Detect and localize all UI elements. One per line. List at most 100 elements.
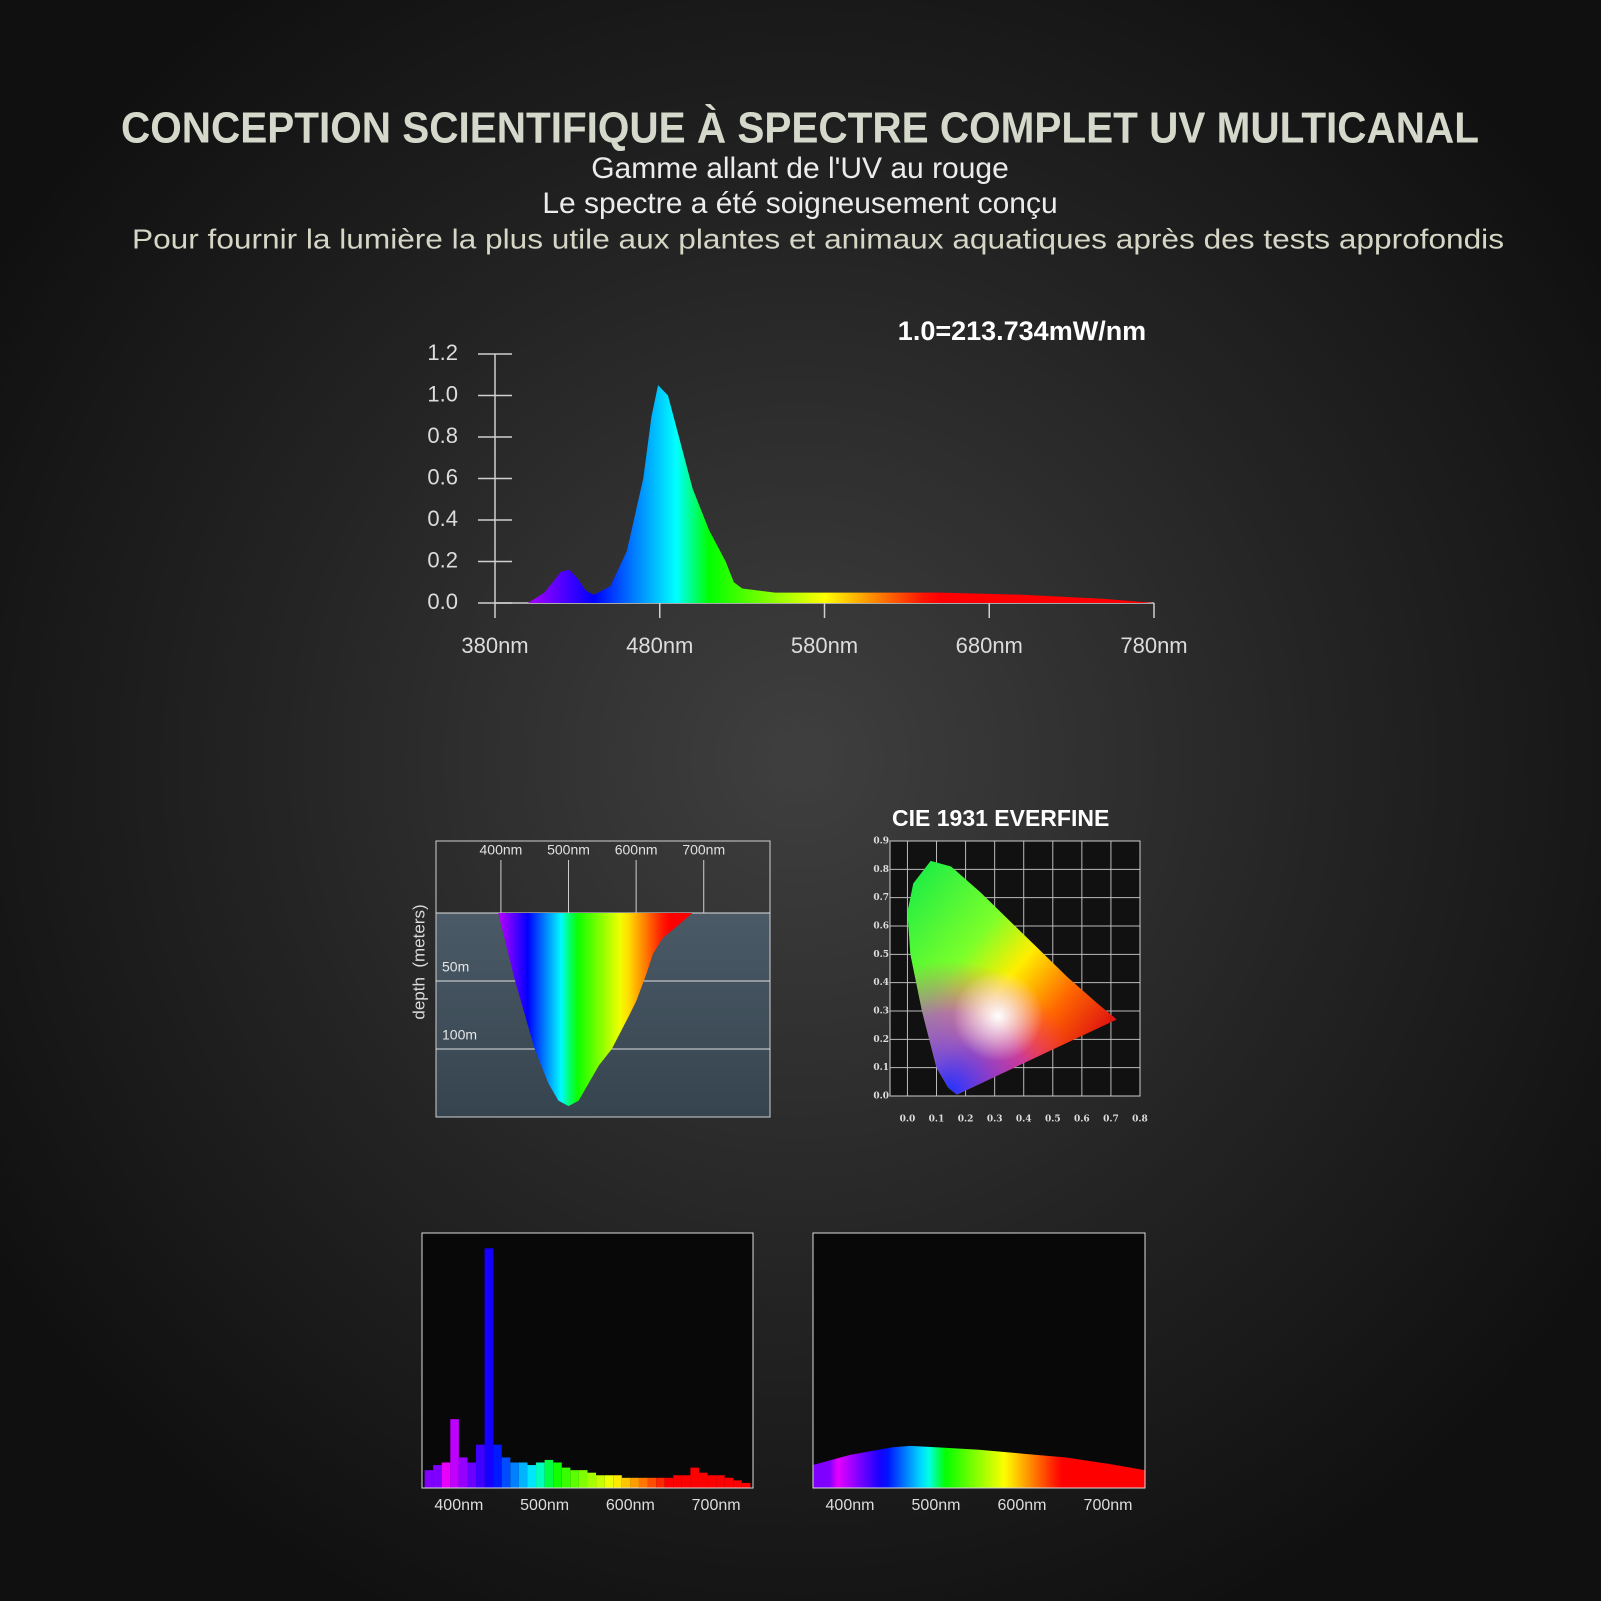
bar	[484, 1248, 494, 1488]
x-tick-label: 0.1	[929, 1115, 945, 1125]
y-tick-label: 0.3	[873, 1007, 889, 1017]
x-tick-label: 600nm	[998, 1497, 1047, 1514]
x-tick-label: 600nm	[606, 1497, 655, 1514]
bar	[450, 1419, 459, 1488]
bar	[587, 1472, 597, 1488]
y-tick-label: 0.1	[873, 1063, 889, 1073]
bar	[690, 1467, 699, 1488]
bar	[681, 1475, 691, 1488]
y-tick-label: 0.6	[427, 464, 458, 489]
bar	[441, 1462, 451, 1488]
y-tick-label: 0.7	[873, 893, 889, 903]
subtitle: Gamme allant de l'UV au rouge	[591, 152, 1009, 185]
bar	[433, 1465, 442, 1488]
x-tick-label: 600nm	[615, 842, 658, 858]
chart-frame	[812, 1232, 1146, 1489]
bar	[476, 1444, 485, 1488]
bar	[673, 1475, 682, 1488]
chart-title: CIE 1931 EVERFINE	[892, 805, 1109, 831]
y-tick-label: 0.0	[873, 1092, 889, 1102]
y-axis-label: depth (meters)	[409, 904, 428, 1019]
x-tick-label: 480nm	[626, 633, 693, 658]
bar	[733, 1480, 742, 1488]
x-tick-label: 680nm	[956, 633, 1023, 658]
y-tick-label: 0.2	[427, 547, 458, 572]
x-tick-label: 0.3	[987, 1115, 1003, 1125]
area	[813, 1445, 1145, 1488]
y-tick-label: 0.8	[873, 865, 889, 875]
subtitle: Le spectre a été soigneusement conçu	[542, 187, 1057, 220]
bar	[604, 1475, 614, 1488]
subtitle: Pour fournir la lumière la plus utile au…	[132, 223, 1504, 254]
bar	[716, 1475, 725, 1488]
bar	[467, 1462, 477, 1488]
bar	[613, 1475, 622, 1488]
y-tick-label: 0.8	[427, 423, 458, 448]
x-tick-label: 500nm	[520, 1497, 569, 1514]
bar	[458, 1457, 468, 1488]
x-tick-label: 0.7	[1103, 1115, 1119, 1125]
bar	[578, 1470, 588, 1488]
y-tick-label: 50m	[442, 959, 469, 975]
chart-background	[422, 1233, 753, 1488]
bar	[510, 1462, 519, 1488]
bar	[638, 1477, 648, 1488]
bar	[664, 1477, 674, 1488]
y-tick-label: 0.0	[427, 589, 458, 614]
area	[527, 385, 1154, 603]
bar	[501, 1457, 511, 1488]
area	[498, 913, 693, 1107]
bar	[518, 1462, 528, 1488]
y-tick-label: 0.2	[873, 1035, 889, 1045]
chart-background	[813, 1233, 1145, 1488]
annotation: 1.0=213.734mW/nm	[898, 316, 1146, 346]
bar	[424, 1470, 434, 1488]
y-tick-label: 0.9	[873, 837, 889, 847]
bar	[570, 1470, 579, 1488]
x-tick-label: 580nm	[791, 633, 858, 658]
y-tick-label: 0.6	[873, 922, 889, 932]
bar	[707, 1475, 717, 1488]
bar	[656, 1477, 665, 1488]
bar	[630, 1477, 639, 1488]
chart-frame	[435, 840, 771, 1118]
bar	[553, 1462, 562, 1488]
y-tick-label: 100m	[442, 1027, 477, 1043]
x-tick-label: 780nm	[1120, 633, 1187, 658]
y-tick-label: 0.4	[873, 978, 889, 988]
x-tick-label: 0.5	[1045, 1115, 1061, 1125]
x-tick-label: 700nm	[692, 1497, 741, 1514]
x-tick-label: 0.0	[900, 1115, 916, 1125]
bar	[527, 1465, 537, 1488]
chart-frame	[421, 1232, 754, 1489]
bar	[724, 1477, 734, 1488]
bar	[596, 1475, 605, 1488]
bar	[536, 1462, 545, 1488]
y-tick-label: 1.0	[427, 381, 458, 406]
y-tick-label: 0.5	[873, 950, 889, 960]
x-tick-label: 400nm	[480, 842, 523, 858]
chart-frame	[889, 840, 1141, 1097]
page-title: CONCEPTION SCIENTIFIQUE À SPECTRE COMPLE…	[121, 103, 1479, 153]
bar	[561, 1467, 571, 1488]
bar	[698, 1472, 708, 1488]
x-tick-label: 0.6	[1074, 1115, 1090, 1125]
x-tick-label: 700nm	[682, 842, 725, 858]
bar	[544, 1459, 554, 1488]
bar	[741, 1482, 751, 1488]
x-tick-label: 400nm	[434, 1497, 483, 1514]
x-tick-label: 400nm	[826, 1497, 875, 1514]
x-tick-label: 0.4	[1016, 1115, 1032, 1125]
x-tick-label: 500nm	[912, 1497, 961, 1514]
x-tick-label: 380nm	[461, 633, 528, 658]
x-tick-label: 500nm	[547, 842, 590, 858]
y-tick-label: 0.4	[427, 506, 458, 531]
bar	[621, 1477, 631, 1488]
bar	[647, 1477, 657, 1488]
x-tick-label: 700nm	[1084, 1497, 1133, 1514]
x-tick-label: 0.8	[1132, 1115, 1148, 1125]
y-tick-label: 1.2	[427, 340, 458, 365]
bar	[493, 1444, 502, 1488]
